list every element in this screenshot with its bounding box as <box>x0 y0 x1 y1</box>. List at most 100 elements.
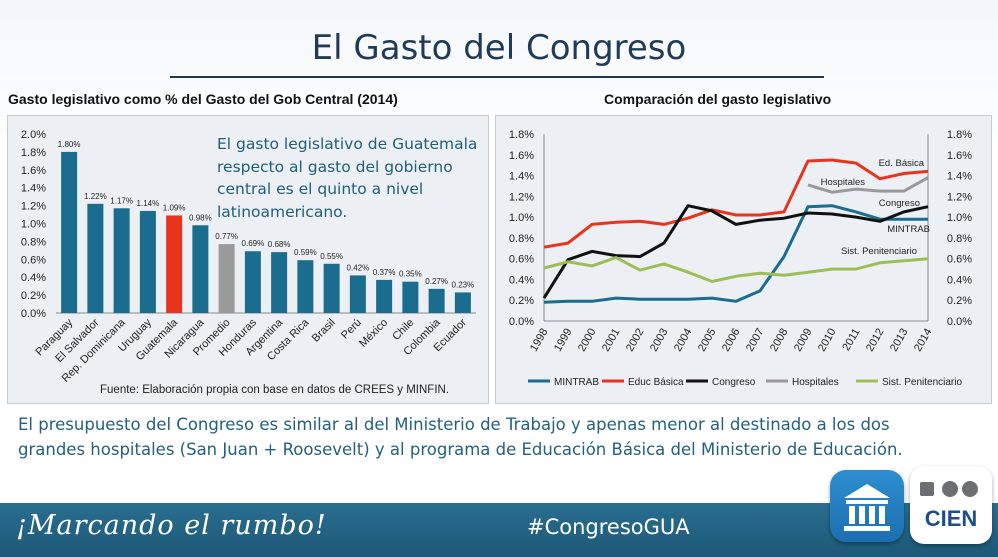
bar <box>271 252 288 313</box>
bar-value-label: 1.22% <box>84 192 107 201</box>
y-tick-label: 2.0% <box>21 129 46 141</box>
x-tick-label: 2009 <box>792 327 815 354</box>
y-tick-label: 1.0% <box>21 219 46 231</box>
legend-label: Congreso <box>712 377 756 388</box>
y-tick-label: 0.8% <box>21 236 46 248</box>
bar <box>454 292 471 313</box>
bar-value-label: 1.09% <box>163 203 186 212</box>
bar-value-label: 0.59% <box>294 248 317 257</box>
y-tick-label-right: 1.2% <box>947 191 972 203</box>
congreso-logo <box>830 470 904 542</box>
series-line <box>542 204 929 299</box>
title-underline <box>170 76 824 78</box>
bar-value-label: 0.77% <box>215 232 238 241</box>
x-tick-label: 2011 <box>840 327 862 353</box>
bar-value-label: 0.98% <box>189 213 212 222</box>
x-tick-label: México <box>357 317 390 350</box>
y-tick-label: 1.8% <box>21 147 46 159</box>
bar <box>218 244 235 313</box>
y-tick-label-right: 1.4% <box>947 171 972 183</box>
y-tick-label-left: 1.4% <box>509 171 534 183</box>
series-line <box>543 158 929 249</box>
footer-slogan: ¡Marcando el rumbo! <box>16 510 327 541</box>
legend-label: Hospitales <box>792 377 839 388</box>
bar-chart-heading: Gasto legislativo como % del Gasto del G… <box>8 91 398 107</box>
bar-chart-annotation: El gasto legislativo de Guatemala respec… <box>217 135 478 221</box>
line-label-congreso: Congreso <box>879 198 920 209</box>
bar-value-label: 1.80% <box>58 140 81 149</box>
x-tick-label: 2001 <box>600 327 623 354</box>
line-label-sist: Sist. Penitenciario <box>841 246 917 257</box>
y-tick-label-left: 0.4% <box>509 274 534 286</box>
x-tick-label: 2007 <box>744 327 767 354</box>
series-line <box>543 204 928 304</box>
x-tick-label: 2010 <box>816 327 839 354</box>
y-tick-label: 0.6% <box>21 254 46 266</box>
y-tick-label-left: 0.0% <box>509 316 534 328</box>
cien-logo-mark: CIEN <box>920 481 978 531</box>
bar-chart-source: Fuente: Elaboración propia con base en d… <box>100 384 450 396</box>
y-tick-label-left: 0.6% <box>509 254 534 266</box>
y-tick-label-right: 1.8% <box>947 129 972 141</box>
legend-label: Sist. Penitenciario <box>882 377 962 388</box>
cien-logo-text: CIEN <box>925 506 978 531</box>
y-tick-label-right: 1.0% <box>947 212 972 224</box>
bar-value-label: 1.14% <box>137 199 160 208</box>
y-tick-label: 1.2% <box>21 201 46 213</box>
y-tick-label: 0.4% <box>21 272 46 284</box>
bar <box>113 208 130 313</box>
footer-hashtag: #CongresoGUA <box>527 515 690 539</box>
summary-text: El presupuesto del Congreso es similar a… <box>18 415 903 459</box>
bar <box>166 215 183 313</box>
bar <box>297 260 314 313</box>
y-tick-label: 0.0% <box>21 308 46 320</box>
bar-value-label: 0.69% <box>242 239 265 248</box>
x-tick-label: 2003 <box>648 327 671 354</box>
bar <box>428 288 445 313</box>
bar-value-label: 1.17% <box>110 196 133 205</box>
line-label-mintrab: MINTRAB <box>887 224 930 235</box>
congress-building-icon <box>844 484 890 531</box>
bar-value-label: 0.35% <box>399 270 422 279</box>
bar-value-label: 0.42% <box>347 263 370 272</box>
y-tick-label-right: 0.2% <box>947 295 972 307</box>
cien-logo: CIEN <box>910 466 992 544</box>
line-chart-heading: Comparación del gasto legislativo <box>604 91 832 107</box>
y-tick-label-left: 1.0% <box>509 212 534 224</box>
line-label-hospitales: Hospitales <box>821 177 866 188</box>
y-tick-label-right: 0.4% <box>947 274 972 286</box>
x-tick-label: 1998 <box>528 327 551 354</box>
bar <box>192 225 209 313</box>
slide-title: El Gasto del Congreso <box>311 28 687 68</box>
bar-value-label: 0.55% <box>320 252 343 261</box>
bar <box>376 279 393 313</box>
bar <box>323 263 340 313</box>
x-tick-label: 2002 <box>624 327 647 354</box>
bar-value-label: 0.37% <box>373 268 396 277</box>
y-tick-label-left: 0.2% <box>509 295 534 307</box>
y-tick-label-right: 0.0% <box>947 316 972 328</box>
x-tick-label: 2005 <box>696 327 719 354</box>
y-tick-label-left: 0.8% <box>509 233 534 245</box>
x-tick-label: 2008 <box>768 327 791 354</box>
x-tick-label: 2006 <box>720 327 743 354</box>
y-tick-label-right: 1.6% <box>947 150 972 162</box>
x-tick-label: 2013 <box>888 327 911 354</box>
line-chart-panel: 0.0% 0.0% 0.2% 0.2% 0.4% 0.4% 0.6% 0.6% 0.8% 0.8%… <box>495 115 992 404</box>
y-tick-label-left: 1.2% <box>509 191 534 203</box>
y-tick-label-right: 0.8% <box>947 233 972 245</box>
line-chart: 0.0% 0.0% 0.2% 0.2% 0.4% 0.4% 0.6% 0.6% 0.8% 0.8%… <box>509 129 972 388</box>
bar-value-label: 0.27% <box>425 277 448 286</box>
y-tick-label-left: 1.8% <box>509 129 534 141</box>
bar <box>87 203 104 313</box>
legend-label: Educ Básica <box>628 377 684 388</box>
y-tick-label: 1.6% <box>21 165 46 177</box>
x-tick-label: 2014 <box>912 327 935 354</box>
x-tick-label: Brasil <box>310 317 338 345</box>
bar <box>139 210 156 313</box>
x-tick-label: 2004 <box>672 327 695 354</box>
bar <box>61 151 78 313</box>
line-label-educ: Ed. Básica <box>879 158 925 169</box>
y-tick-label: 1.4% <box>21 183 46 195</box>
bar-chart-panel: 0.0% 0.2% 0.4% 0.6% 0.8% 1.0% 1.2% 1.4% 1.6% 1.8%… <box>7 115 489 404</box>
